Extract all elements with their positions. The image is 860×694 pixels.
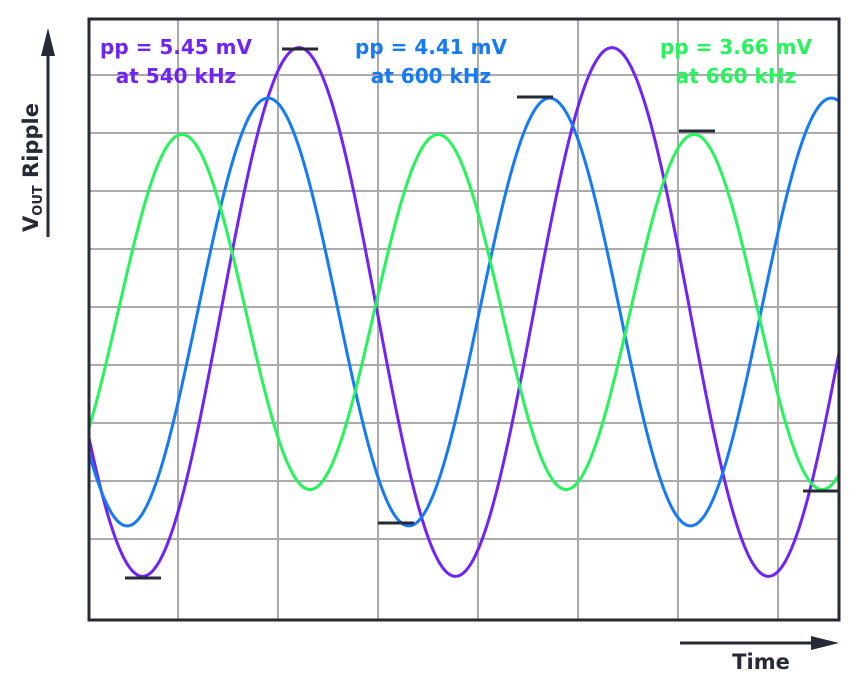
y-axis-arrow — [41, 28, 55, 237]
series-line-600khz — [87, 96, 840, 528]
series-label-540-line2: at 540 kHz — [116, 64, 236, 88]
series-label-540-line1: pp = 5.45 mV — [100, 35, 252, 59]
x-axis-label: Time — [732, 650, 790, 674]
series-label-600-line2: at 600 kHz — [371, 64, 491, 88]
x-axis-arrow — [680, 636, 839, 650]
svg-text:VOUT Ripple: VOUT Ripple — [19, 103, 46, 232]
series-line-540khz — [87, 46, 841, 578]
series-label-660-line2: at 660 kHz — [676, 64, 796, 88]
y-axis-label: VOUT Ripple — [19, 103, 46, 232]
series-line-660khz — [87, 132, 841, 492]
y-label-rest: Ripple — [19, 103, 43, 185]
curves — [87, 46, 841, 578]
pp-markers — [125, 47, 839, 580]
series-label-660-line1: pp = 3.66 mV — [660, 35, 812, 59]
y-label-v: V — [19, 215, 43, 232]
y-label-sub: OUT — [31, 185, 46, 216]
plot-frame — [87, 17, 841, 622]
series-label-600-line1: pp = 4.41 mV — [355, 35, 507, 59]
series-labels: pp = 5.45 mV at 540 kHz pp = 4.41 mV at … — [100, 35, 812, 88]
grid — [89, 19, 839, 620]
